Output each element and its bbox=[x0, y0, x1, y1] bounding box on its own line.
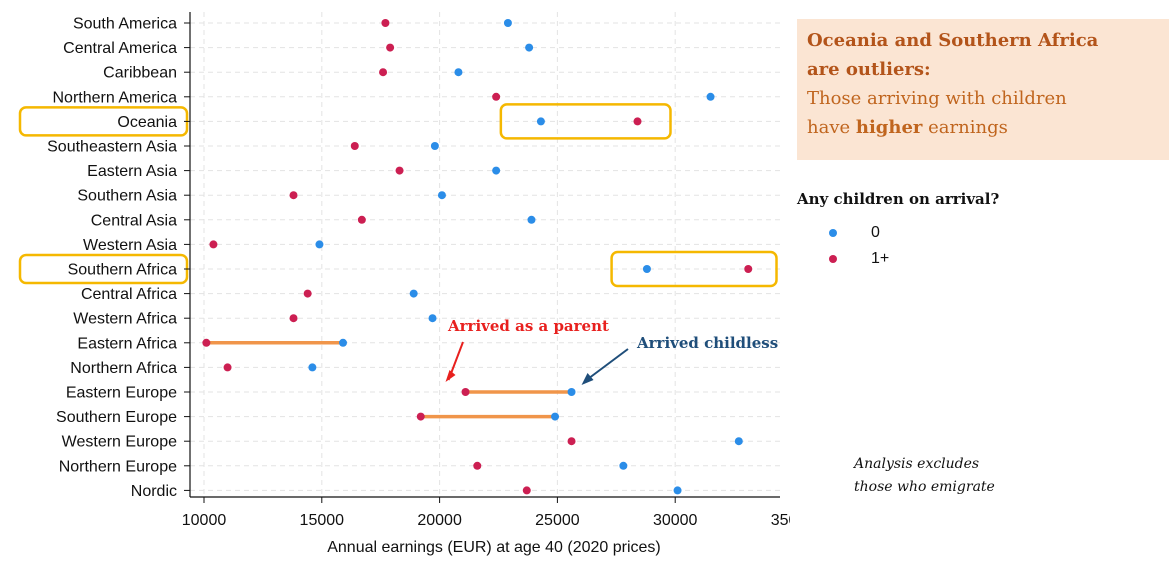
point-caribbean-series-0 bbox=[454, 68, 463, 77]
y-tick-label-eastern-asia: Eastern Asia bbox=[87, 163, 177, 180]
point-western-asia-series-0 bbox=[315, 240, 324, 249]
gridlines bbox=[190, 12, 780, 497]
highlight-box-oceania bbox=[499, 103, 672, 140]
point-northern-europe-series-1 bbox=[473, 461, 482, 470]
callout-line-2-pre: have bbox=[807, 117, 856, 138]
legend-dot-0 bbox=[829, 229, 837, 237]
footnote-line-1: Analysis excludes bbox=[854, 456, 980, 472]
legend: Any children on arrival? 0 1+ bbox=[797, 190, 999, 272]
difference-lines bbox=[206, 341, 572, 419]
y-tick-label-nordic: Nordic bbox=[131, 483, 177, 500]
point-oceania-series-1 bbox=[633, 117, 642, 126]
outlier-callout: Oceania and Southern Africa are outliers… bbox=[797, 19, 1169, 160]
y-tick-label-southern-africa: Southern Africa bbox=[68, 262, 178, 279]
point-eastern-europe-series-1 bbox=[461, 388, 470, 396]
highlight-box-southern-africa bbox=[610, 250, 778, 288]
point-south-america-series-0 bbox=[503, 19, 512, 27]
x-tick-label-10000: 10000 bbox=[182, 512, 227, 529]
point-southern-africa-series-0 bbox=[642, 265, 651, 273]
y-tick-label-south-america: South America bbox=[73, 16, 177, 33]
point-western-africa-series-0 bbox=[428, 314, 437, 323]
arrow-childless-head bbox=[581, 373, 594, 385]
y-tick-label-southern-asia: Southern Asia bbox=[77, 188, 177, 205]
point-southeastern-asia-series-1 bbox=[350, 142, 359, 150]
legend-item-1: 1+ bbox=[797, 246, 999, 272]
point-western-europe-series-0 bbox=[734, 437, 743, 446]
y-tick-label-eastern-africa: Eastern Africa bbox=[77, 335, 177, 352]
y-tick-label-oceania: Oceania bbox=[117, 114, 177, 131]
point-northern-africa-series-1 bbox=[223, 363, 232, 372]
y-tick-label-caribbean: Caribbean bbox=[103, 65, 177, 82]
annotation-arrived-childless: Arrived childless bbox=[636, 334, 778, 352]
point-southern-asia-series-1 bbox=[289, 191, 298, 200]
point-western-europe-series-1 bbox=[567, 437, 576, 446]
callout-headline-1: Oceania and Southern Africa bbox=[807, 30, 1099, 51]
point-central-america-series-0 bbox=[525, 43, 534, 52]
legend-dot-1 bbox=[829, 255, 837, 263]
dot-plot-chart: South America Central America Caribbean Nor… bbox=[18, 12, 790, 556]
x-axis-title: Annual earnings (EUR) at age 40 (2020 pr… bbox=[327, 539, 661, 556]
legend-item-0: 0 bbox=[797, 220, 999, 246]
y-tick-label-northern-africa: Northern Africa bbox=[70, 360, 177, 377]
point-southeastern-asia-series-0 bbox=[430, 142, 439, 150]
point-eastern-africa-series-0 bbox=[339, 338, 348, 347]
point-southern-europe-series-1 bbox=[416, 412, 425, 421]
point-southern-asia-series-0 bbox=[437, 191, 446, 200]
x-tick-label-30000: 30000 bbox=[653, 512, 698, 529]
point-northern-europe-series-0 bbox=[619, 461, 628, 470]
callout-line-2-post: earnings bbox=[922, 117, 1008, 138]
x-tick-label-35000: 35000 bbox=[771, 512, 790, 529]
point-northern-america-series-1 bbox=[492, 92, 501, 101]
arrow-parent-head bbox=[445, 370, 456, 382]
point-central-africa-series-0 bbox=[409, 289, 418, 298]
y-tick-label-northern-america: Northern America bbox=[53, 89, 178, 106]
point-nordic-series-0 bbox=[673, 486, 682, 495]
annotations: Arrived as a parent Arrived childless bbox=[445, 317, 778, 385]
y-tick-label-central-africa: Central Africa bbox=[81, 286, 177, 303]
y-tick-label-central-america: Central America bbox=[63, 40, 177, 57]
point-northern-america-series-0 bbox=[706, 92, 715, 101]
point-western-asia-series-1 bbox=[209, 240, 218, 249]
data-points bbox=[202, 19, 753, 495]
annotation-arrived-parent: Arrived as a parent bbox=[447, 317, 609, 335]
point-northern-africa-series-0 bbox=[308, 363, 317, 372]
point-eastern-asia-series-1 bbox=[395, 166, 404, 175]
point-south-america-series-1 bbox=[381, 19, 390, 27]
point-eastern-europe-series-0 bbox=[567, 388, 576, 396]
footnote-line-2: those who emigrate bbox=[854, 479, 995, 495]
y-tick-label-eastern-europe: Eastern Europe bbox=[66, 385, 177, 402]
point-central-africa-series-1 bbox=[303, 289, 312, 298]
callout-headline-2: are outliers: bbox=[807, 59, 931, 80]
point-central-asia-series-1 bbox=[357, 215, 366, 224]
legend-label-0: 0 bbox=[871, 224, 880, 241]
callout-line-2: have higher earnings bbox=[807, 113, 1159, 142]
footnote: Analysis excludes those who emigrate bbox=[854, 453, 995, 499]
x-tick-label-25000: 25000 bbox=[535, 512, 580, 529]
point-caribbean-series-1 bbox=[379, 68, 388, 77]
point-southern-europe-series-0 bbox=[551, 412, 560, 421]
y-tick-label-southeastern-asia: Southeastern Asia bbox=[47, 139, 177, 156]
callout-line-2-bold: higher bbox=[855, 117, 923, 138]
y-tick-label-western-africa: Western Africa bbox=[73, 311, 177, 328]
point-western-africa-series-1 bbox=[289, 314, 298, 323]
y-tick-label-northern-europe: Northern Europe bbox=[59, 458, 177, 475]
point-nordic-series-1 bbox=[522, 486, 531, 495]
point-central-america-series-1 bbox=[386, 43, 395, 52]
y-tick-label-central-asia: Central Asia bbox=[91, 212, 177, 229]
legend-title: Any children on arrival? bbox=[797, 190, 1000, 208]
x-tick-label-15000: 15000 bbox=[300, 512, 345, 529]
point-eastern-asia-series-0 bbox=[492, 166, 501, 175]
axes: South America Central America Caribbean Nor… bbox=[47, 12, 790, 556]
legend-label-1: 1+ bbox=[871, 250, 890, 267]
point-southern-africa-series-1 bbox=[744, 265, 753, 273]
y-tick-label-western-europe: Western Europe bbox=[62, 434, 177, 451]
y-tick-label-southern-europe: Southern Europe bbox=[56, 409, 177, 426]
point-eastern-africa-series-1 bbox=[202, 338, 211, 347]
point-central-asia-series-0 bbox=[527, 215, 536, 224]
point-oceania-series-0 bbox=[536, 117, 545, 126]
arrow-childless-shaft bbox=[585, 348, 629, 381]
y-tick-label-western-asia: Western Asia bbox=[83, 237, 177, 254]
x-tick-label-20000: 20000 bbox=[417, 512, 462, 529]
callout-line-1: Those arriving with children bbox=[807, 88, 1067, 109]
